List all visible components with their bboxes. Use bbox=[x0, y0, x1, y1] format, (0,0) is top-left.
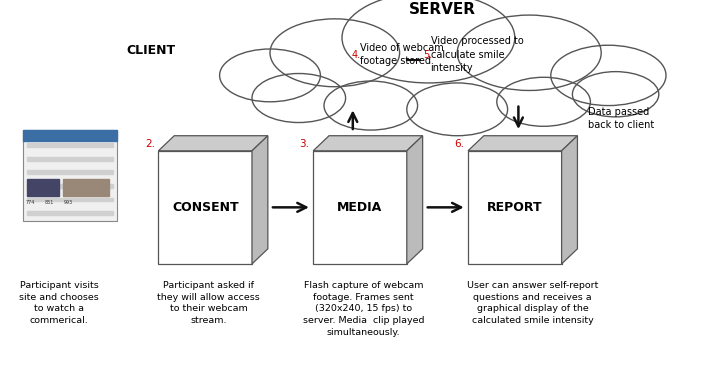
Polygon shape bbox=[313, 136, 423, 151]
Text: 993: 993 bbox=[64, 200, 73, 205]
Text: 4.: 4. bbox=[351, 50, 361, 60]
Text: MEDIA: MEDIA bbox=[338, 201, 382, 214]
Text: SERVER: SERVER bbox=[409, 2, 477, 17]
Circle shape bbox=[497, 77, 590, 126]
Bar bbox=[27, 211, 113, 215]
Text: Participant asked if
they will allow access
to their webcam
stream.: Participant asked if they will allow acc… bbox=[158, 281, 260, 325]
Polygon shape bbox=[158, 151, 252, 264]
Bar bbox=[27, 184, 113, 188]
Bar bbox=[27, 157, 113, 161]
Text: 5.: 5. bbox=[423, 50, 433, 60]
Text: REPORT: REPORT bbox=[487, 201, 543, 214]
Text: CLIENT: CLIENT bbox=[127, 44, 176, 57]
Text: 774: 774 bbox=[25, 200, 35, 205]
Polygon shape bbox=[313, 151, 407, 264]
Circle shape bbox=[407, 83, 508, 136]
Polygon shape bbox=[407, 136, 423, 264]
Text: 3.: 3. bbox=[300, 139, 310, 149]
Circle shape bbox=[252, 74, 346, 123]
Text: CONSENT: CONSENT bbox=[172, 201, 238, 214]
Text: 851: 851 bbox=[44, 200, 54, 205]
Text: Flash capture of webcam
footage. Frames sent
(320x240, 15 fps) to
server. Media : Flash capture of webcam footage. Frames … bbox=[303, 281, 424, 337]
Text: Data passed
back to client: Data passed back to client bbox=[588, 107, 654, 130]
Bar bbox=[27, 198, 113, 201]
Text: 2.: 2. bbox=[145, 139, 155, 149]
Polygon shape bbox=[562, 136, 577, 264]
Bar bbox=[27, 170, 113, 174]
Circle shape bbox=[572, 72, 659, 117]
Bar bbox=[27, 179, 59, 196]
Circle shape bbox=[324, 81, 418, 130]
Polygon shape bbox=[468, 151, 562, 264]
Polygon shape bbox=[252, 136, 268, 264]
Circle shape bbox=[342, 0, 515, 83]
Text: 6.: 6. bbox=[454, 139, 464, 149]
Text: Video of webcam
footage stored: Video of webcam footage stored bbox=[360, 43, 444, 66]
Bar bbox=[27, 143, 113, 147]
Polygon shape bbox=[158, 136, 268, 151]
Circle shape bbox=[551, 45, 666, 106]
Text: User can answer self-report
questions and receives a
graphical display of the
ca: User can answer self-report questions an… bbox=[467, 281, 598, 325]
Polygon shape bbox=[227, 38, 659, 90]
Text: Video processed to
calculate smile
intensity: Video processed to calculate smile inten… bbox=[431, 37, 523, 73]
Bar bbox=[63, 179, 109, 196]
Bar bbox=[23, 130, 117, 221]
Circle shape bbox=[457, 15, 601, 90]
Text: Participant visits
site and chooses
to watch a
commerical.: Participant visits site and chooses to w… bbox=[19, 281, 99, 325]
Circle shape bbox=[270, 19, 400, 87]
Bar bbox=[23, 130, 117, 141]
Circle shape bbox=[220, 49, 320, 102]
Polygon shape bbox=[468, 136, 577, 151]
